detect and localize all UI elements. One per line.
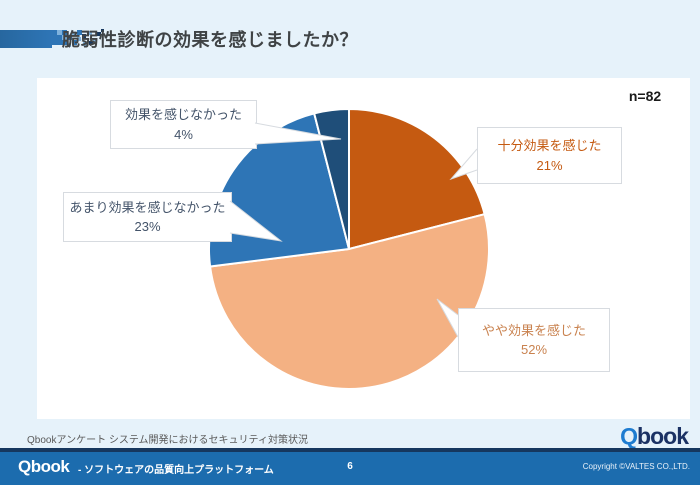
callout-label-some-effect: やや効果を感じた 52% bbox=[458, 308, 610, 372]
slide-header: 脆弱性診断の効果を感じましたか？ bbox=[0, 26, 700, 54]
qbook-logo-book: book bbox=[637, 423, 689, 449]
callout-percent: 4% bbox=[174, 126, 193, 142]
callout-label-full-effect: 十分効果を感じた 21% bbox=[477, 127, 622, 184]
footer-logo-book: book bbox=[30, 457, 70, 476]
copyright-text: Copyright ©VALTES CO.,LTD. bbox=[582, 462, 690, 471]
callout-percent: 21% bbox=[536, 157, 563, 173]
qbook-logo: Qbook bbox=[620, 423, 689, 450]
callout-text: 効果を感じなかった bbox=[124, 107, 242, 122]
callout-text: 十分効果を感じた bbox=[497, 138, 602, 153]
page-number: 6 bbox=[347, 461, 353, 472]
qbook-logo-q: Q bbox=[620, 423, 638, 449]
footer-logo-q: Q bbox=[18, 457, 31, 476]
callout-percent: 23% bbox=[134, 219, 161, 234]
page-title: 脆弱性診断の効果を感じましたか？ bbox=[62, 30, 358, 50]
footer-tagline: - ソフトウェアの品質向上プラットフォーム bbox=[78, 465, 274, 476]
title-dissolve-decoration-icon bbox=[0, 29, 104, 48]
callout-label-not-much-effect: あまり効果を感じなかった 23% bbox=[63, 192, 232, 242]
source-note: Qbookアンケート システム開発におけるセキュリティ対策状況 bbox=[27, 435, 308, 446]
pie-slice bbox=[348, 108, 486, 250]
callout-text: あまり効果を感じなかった bbox=[69, 199, 226, 215]
callout-percent: 52% bbox=[520, 342, 548, 357]
footer-qbook-logo: Qbook bbox=[18, 457, 70, 477]
callout-text: やや効果を感じた bbox=[481, 322, 586, 338]
callout-label-effect-none: 効果を感じなかった 4% bbox=[110, 100, 257, 149]
sample-size-label: n=82 bbox=[628, 88, 662, 104]
footer-bar: Qbook - ソフトウェアの品質向上プラットフォーム 6 Copyright … bbox=[0, 448, 700, 485]
